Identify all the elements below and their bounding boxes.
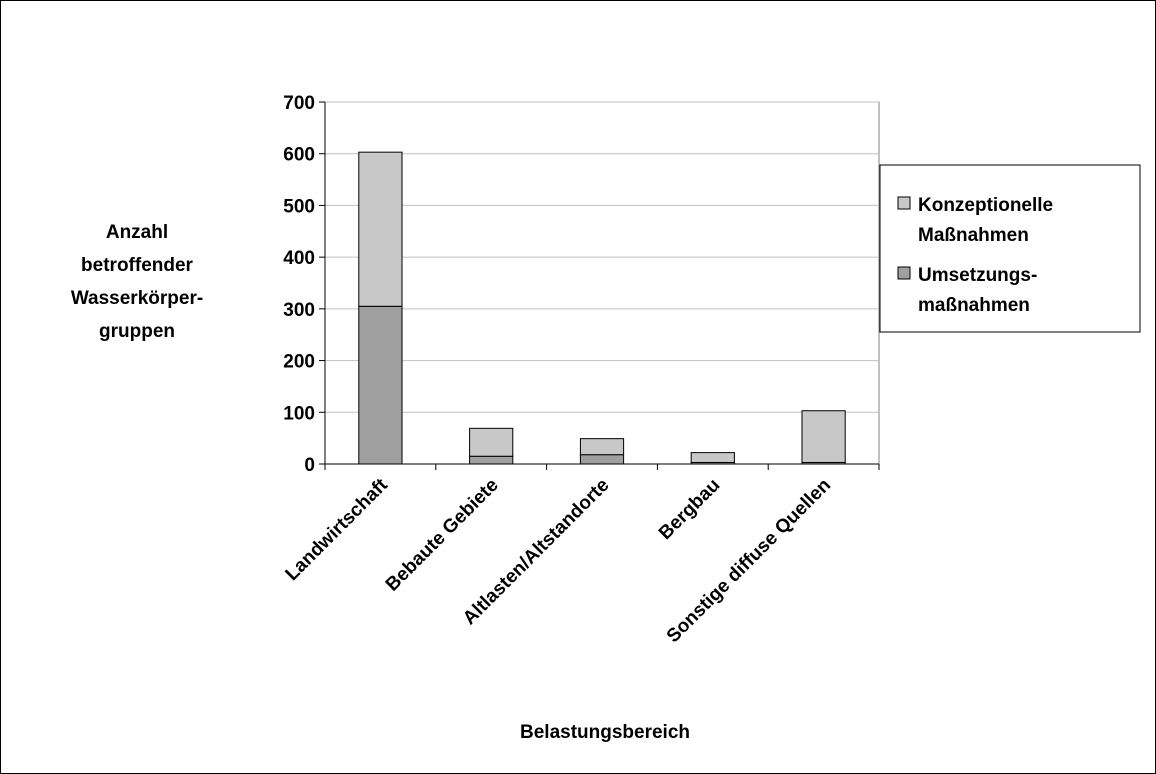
- legend-label-line: Umsetzungs-: [918, 265, 1037, 286]
- y-axis-title-line: gruppen: [99, 321, 175, 342]
- plot-area: [324, 101, 880, 465]
- y-tick-label: 600: [283, 145, 315, 166]
- bar-segment-konzeptionell: [579, 438, 625, 456]
- grid-layer: [324, 101, 880, 465]
- legend-swatch: [897, 266, 911, 280]
- x-axis-title: Belastungsbereich: [520, 722, 690, 743]
- y-axis-title-line: Anzahl: [106, 222, 168, 243]
- legend-label-line: Maßnahmen: [918, 225, 1029, 246]
- bar-segment-umsetzung: [579, 454, 625, 465]
- y-axis-title-line: betroffender: [81, 255, 194, 276]
- y-tick-label: 500: [283, 196, 315, 217]
- bar-segment-umsetzung: [469, 455, 514, 465]
- bar-segment-konzeptionell: [358, 151, 403, 307]
- axis-layer: [319, 101, 880, 470]
- bar-layer: [358, 151, 846, 465]
- y-tick-label: 400: [283, 248, 315, 269]
- bar-segment-konzeptionell: [690, 452, 735, 463]
- y-tick-label: 700: [283, 93, 315, 114]
- bar-segment-konzeptionell: [801, 410, 846, 463]
- legend-swatch: [897, 196, 911, 210]
- bar-segment-umsetzung: [358, 305, 403, 465]
- y-tick-label: 0: [304, 455, 315, 476]
- y-tick-label: 200: [283, 352, 315, 373]
- y-axis-title-line: Wasserkörper-: [71, 288, 203, 309]
- legend-layer: Konzeptionelle Maßnahmen Umsetzungs-maßnah…: [879, 164, 1141, 333]
- y-tick-label: 300: [283, 300, 315, 321]
- legend-label-line: maßnahmen: [918, 295, 1030, 316]
- legend-box: [879, 164, 1141, 333]
- y-tick-label: 100: [283, 403, 315, 424]
- bar-segment-konzeptionell: [469, 427, 514, 457]
- legend-label-line: Konzeptionelle: [918, 195, 1053, 216]
